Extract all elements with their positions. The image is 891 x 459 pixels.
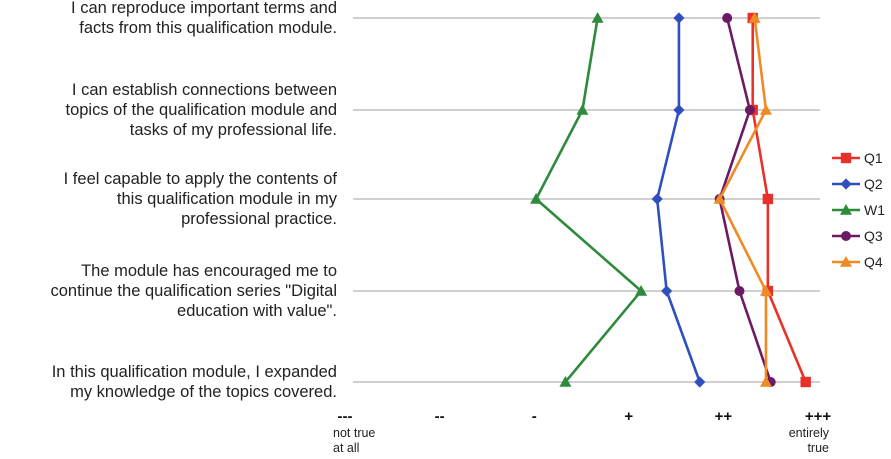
series-q2: [651, 12, 706, 388]
statement-label: I can reproduce important terms and facts…: [71, 0, 337, 37]
legend-marker: [841, 231, 851, 241]
legend-label: Q1: [864, 150, 883, 166]
statement-label-line: I can establish connections between: [72, 81, 337, 99]
series-line: [718, 17, 768, 382]
legend-item-w1: W1: [832, 202, 885, 218]
legend: Q1 Q2 W1 Q3 Q4: [832, 150, 885, 270]
statement-label-line: In this qualification module, I expanded: [52, 363, 337, 381]
data-point: [734, 286, 745, 296]
data-point: [635, 285, 648, 296]
x-tick-label: +: [624, 408, 633, 425]
data-point: [591, 12, 604, 23]
data-point: [800, 376, 811, 388]
x-tick-label: +++: [805, 408, 832, 425]
statement-label-line: I feel capable to apply the contents of: [64, 170, 338, 188]
series-line: [534, 17, 643, 383]
legend-marker: [840, 152, 852, 164]
legend-item-q3: Q3: [832, 228, 883, 244]
data-point: [694, 376, 706, 388]
data-point: [722, 13, 733, 23]
statement-label-line: this qualification module in my: [117, 190, 338, 208]
series-lines: [530, 12, 811, 388]
data-point: [673, 12, 685, 24]
series-w1: [530, 12, 648, 387]
legend-label: Q3: [864, 228, 883, 244]
statement-label: In this qualification module, I expanded…: [52, 363, 337, 401]
x-low-label-line: at all: [333, 441, 359, 455]
x-tick-label: ---: [338, 408, 353, 425]
data-point: [530, 193, 543, 204]
legend-marker: [840, 256, 852, 267]
data-point: [744, 105, 755, 115]
statement-label-line: professional practice.: [181, 210, 337, 228]
legend-item-q2: Q2: [832, 176, 883, 192]
series-q4: [713, 12, 772, 387]
data-point: [748, 12, 761, 23]
legend-label: Q4: [864, 254, 883, 270]
statement-label-line: tasks of my professional life.: [130, 121, 337, 139]
legend-marker: [840, 178, 852, 190]
x-tick-label: ++: [715, 408, 733, 425]
statement-label-line: I can reproduce important terms and: [71, 0, 337, 17]
x-low-label-line: not true: [333, 426, 375, 440]
data-point: [559, 376, 572, 387]
gridlines: [353, 17, 820, 383]
statement-label-line: topics of the qualification module and: [65, 101, 337, 119]
legend-item-q1: Q1: [832, 150, 883, 166]
series-line: [655, 18, 701, 383]
legend-label: W1: [864, 202, 885, 218]
x-tick-label: -: [532, 408, 537, 425]
statement-label-line: facts from this qualification module.: [79, 19, 337, 37]
series-q1: [747, 12, 811, 388]
x-high-label-line: true: [807, 441, 829, 455]
statement-label-line: education with value".: [177, 302, 337, 320]
data-point: [762, 193, 774, 205]
statement-label: I can establish connections between topic…: [65, 81, 337, 139]
data-point: [673, 104, 685, 116]
x-tick-label: --: [435, 408, 445, 425]
statement-label: I feel capable to apply the contents of t…: [64, 170, 338, 228]
x-high-label-line: entirely: [789, 426, 830, 440]
data-point: [759, 285, 772, 296]
data-point: [759, 376, 772, 387]
data-point: [759, 104, 772, 115]
statement-label-line: The module has encouraged me to: [81, 262, 337, 280]
statement-label-line: my knowledge of the topics covered.: [70, 383, 337, 401]
legend-item-q4: Q4: [832, 254, 883, 270]
legend-marker: [840, 204, 852, 215]
data-point: [576, 104, 589, 115]
data-point: [651, 193, 663, 205]
statement-label-line: continue the qualification series "Digit…: [50, 282, 337, 300]
data-point: [661, 285, 673, 297]
data-point: [713, 193, 726, 204]
legend-label: Q2: [864, 176, 883, 192]
statement-label: The module has encouraged me to continue …: [50, 262, 337, 320]
statement-labels: I can reproduce important terms and facts…: [50, 0, 337, 401]
